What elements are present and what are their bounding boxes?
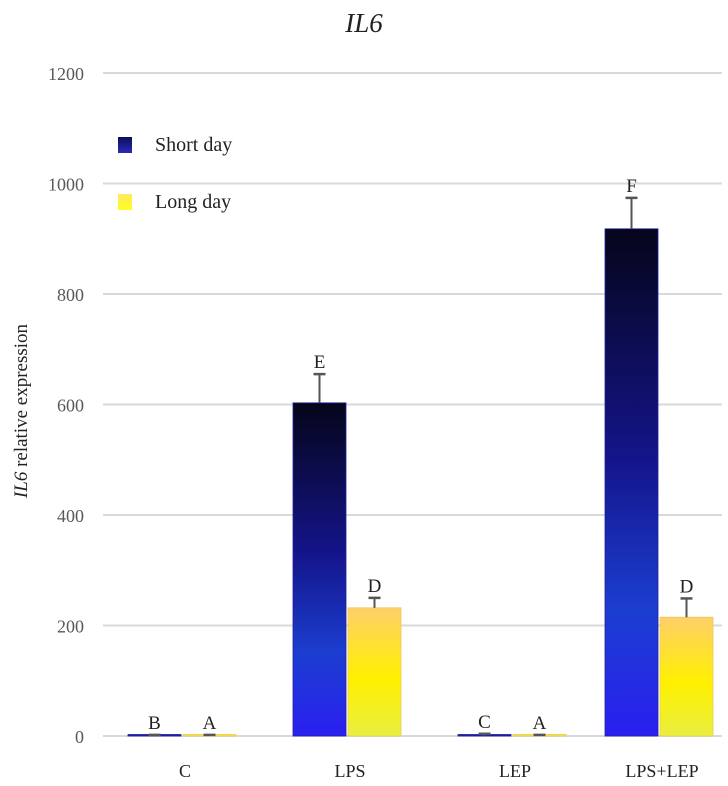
bar-short-day bbox=[292, 402, 347, 737]
legend-label: Long day bbox=[155, 190, 232, 213]
y-tick-label: 600 bbox=[57, 396, 84, 416]
legend-item-short-day: Short day bbox=[118, 130, 232, 160]
y-tick-label: 200 bbox=[57, 617, 84, 637]
chart-title: IL6 bbox=[345, 8, 383, 38]
significance-letter: B bbox=[148, 713, 161, 734]
y-axis-ticks: 0 200 400 600 800 1000 1200 bbox=[48, 64, 84, 747]
y-tick-label: 400 bbox=[57, 506, 84, 526]
significance-letter: D bbox=[368, 576, 382, 597]
x-tick-label: LPS bbox=[334, 761, 365, 781]
bar-short-day bbox=[604, 228, 659, 737]
legend-label: Short day bbox=[155, 133, 233, 156]
legend-item-long-day: Long day bbox=[118, 187, 232, 217]
y-tick-label: 800 bbox=[57, 285, 84, 305]
y-tick-label: 1200 bbox=[48, 64, 84, 84]
significance-letter: A bbox=[533, 713, 547, 734]
significance-letter: F bbox=[626, 176, 637, 197]
bars: B A E D C A F D bbox=[127, 176, 714, 737]
significance-letter: C bbox=[478, 712, 491, 733]
y-tick-label: 0 bbox=[75, 727, 84, 747]
legend-swatch-long-day bbox=[118, 194, 132, 210]
y-tick-label: 1000 bbox=[48, 175, 84, 195]
x-tick-label: C bbox=[179, 761, 191, 781]
x-axis-ticks: C LPS LEP LPS+LEP bbox=[179, 761, 699, 781]
x-tick-label: LEP bbox=[499, 761, 531, 781]
bar-long-day bbox=[347, 607, 402, 737]
x-tick-label: LPS+LEP bbox=[625, 761, 698, 781]
significance-letter: A bbox=[203, 713, 217, 734]
significance-letter: D bbox=[680, 576, 694, 597]
legend: Short day Long day bbox=[118, 130, 232, 244]
significance-letter: E bbox=[314, 352, 326, 373]
bar-long-day bbox=[659, 616, 714, 737]
legend-swatch-short-day bbox=[118, 137, 132, 153]
